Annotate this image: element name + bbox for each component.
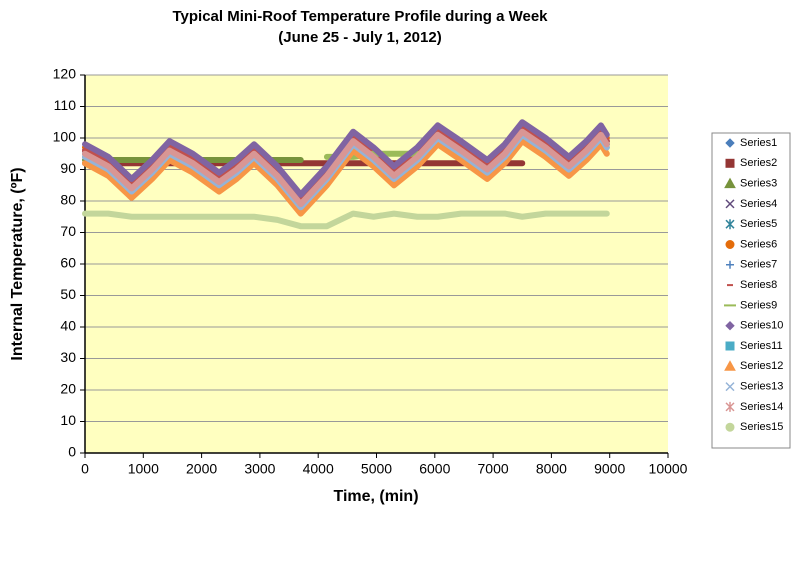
chart-title: Typical Mini-Roof Temperature Profile du… — [172, 8, 548, 25]
y-tick-label: 60 — [60, 255, 76, 271]
legend-symbol — [724, 360, 736, 371]
legend-label: Series12 — [740, 360, 783, 372]
x-tick-label: 10000 — [649, 461, 688, 477]
series-line — [82, 119, 610, 198]
y-tick-label: 70 — [60, 223, 76, 239]
y-tick-label: 10 — [60, 412, 76, 428]
legend-symbol — [725, 219, 735, 230]
series-line — [82, 210, 610, 230]
y-tick-label: 80 — [60, 192, 76, 208]
y-tick-label: 50 — [60, 286, 76, 302]
legend-box — [711, 132, 791, 449]
x-tick-label: 6000 — [419, 461, 450, 477]
series-line — [82, 128, 610, 208]
x-tick-label: 2000 — [186, 461, 217, 477]
x-tick-label: 4000 — [303, 461, 334, 477]
legend-symbol — [725, 422, 735, 432]
legend-label: Series5 — [740, 218, 777, 230]
legend-symbol — [725, 382, 735, 392]
y-tick-label: 40 — [60, 318, 76, 334]
legend-label: Series4 — [740, 198, 777, 210]
legend-label: Series7 — [740, 259, 777, 271]
legend-symbol — [725, 240, 735, 249]
legend-label: Series10 — [740, 320, 783, 332]
chart-subtitle: (June 25 - July 1, 2012) — [278, 29, 441, 46]
x-tick-label: 5000 — [361, 461, 392, 477]
x-tick-label: 7000 — [478, 461, 509, 477]
x-axis-label: Time, (min) — [333, 488, 418, 505]
legend-label: Series9 — [740, 299, 777, 311]
y-tick-label: 110 — [54, 97, 77, 113]
legend-symbol — [725, 138, 735, 148]
y-tick-label: 0 — [68, 444, 76, 460]
x-tick-label: 1000 — [128, 461, 159, 477]
legend-label: Series1 — [740, 137, 777, 149]
y-tick-label: 120 — [53, 66, 77, 82]
legend-label: Series14 — [740, 401, 783, 413]
legend-symbol — [725, 341, 735, 351]
legend-label: Series13 — [740, 381, 783, 393]
legend-label: Series2 — [740, 157, 777, 169]
x-tick-label: 3000 — [244, 461, 275, 477]
x-tick-label: 0 — [81, 461, 89, 477]
legend-label: Series11 — [740, 340, 783, 352]
legend-symbol — [726, 260, 734, 269]
y-tick-label: 90 — [60, 160, 76, 176]
series-line — [82, 138, 610, 217]
legend-label: Series6 — [740, 238, 777, 250]
legend-symbol — [724, 177, 736, 189]
x-tick-label: 8000 — [536, 461, 567, 477]
legend-symbol — [725, 320, 735, 331]
legend-symbol — [725, 199, 735, 209]
legend-label: Series15 — [740, 421, 783, 433]
legend-label: Series3 — [740, 178, 777, 190]
y-tick-label: 100 — [53, 129, 77, 145]
legend-symbol — [725, 158, 735, 168]
legend-symbol — [725, 401, 735, 412]
legend-label: Series8 — [740, 279, 777, 291]
y-axis-label: Internal Temperature, (ºF) — [9, 167, 26, 360]
y-tick-label: 20 — [60, 381, 76, 397]
x-tick-label: 9000 — [594, 461, 625, 477]
y-tick-label: 30 — [60, 349, 76, 365]
